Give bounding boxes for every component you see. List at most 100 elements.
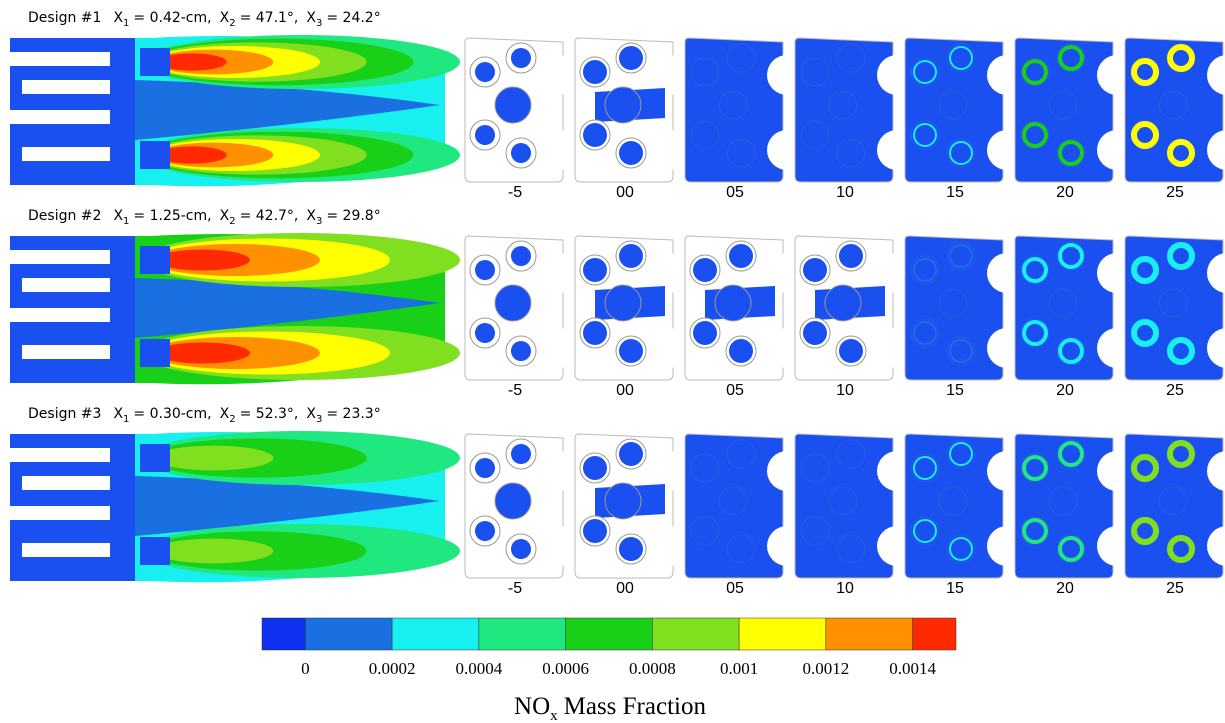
param-text: = 42.7°, (240, 208, 299, 224)
design-label: Design #3 (28, 406, 101, 422)
slice-section (795, 434, 893, 578)
jet-inlet (140, 339, 170, 367)
colorbar-tick-label: 0.0002 (369, 659, 416, 678)
param-sub: 3 (316, 414, 322, 425)
slice-label: 25 (1166, 382, 1184, 399)
param-name: X (113, 208, 123, 224)
param-text: = 47.1°, (240, 10, 299, 26)
center-injector (605, 87, 641, 123)
injector (475, 125, 495, 145)
center-injector (825, 285, 861, 321)
param-name: X (306, 208, 316, 224)
inlet-slot (22, 147, 110, 161)
injector (583, 321, 607, 345)
slice-label: 15 (946, 382, 964, 399)
injector (619, 244, 643, 268)
colorbar-segment (913, 618, 956, 650)
param-sub: 3 (316, 18, 322, 29)
title-name: NO (514, 693, 550, 720)
slice-label: -5 (508, 580, 522, 597)
colorbar-tick-label: 0.0012 (803, 659, 850, 678)
colorbar-tick-label: 0.0008 (629, 659, 676, 678)
title-text: Mass Fraction (564, 693, 707, 720)
slice-label: 20 (1056, 580, 1074, 597)
param-text: = 29.8° (326, 208, 380, 224)
slice-label: 25 (1166, 580, 1184, 597)
injector (693, 258, 717, 282)
inlet-slot (10, 110, 110, 124)
slice-label: 25 (1166, 184, 1184, 201)
colorbar-segment (262, 618, 305, 650)
figure: Design #1X1= 0.42-cm,X2= 47.1°,X3= 24.2°… (0, 0, 1225, 723)
colorbar-tick-label: 0.0014 (889, 659, 936, 678)
slice-label: 05 (726, 184, 744, 201)
slice-label: -5 (508, 184, 522, 201)
injector (619, 339, 643, 363)
inlet-slot (10, 448, 110, 462)
injector (803, 258, 827, 282)
param-sub: 1 (123, 414, 129, 425)
param-text: = 52.3°, (240, 406, 299, 422)
injector (729, 244, 753, 268)
param-name: X (306, 10, 316, 26)
jet-inlet (140, 537, 170, 565)
colorbar-segment (566, 618, 653, 650)
colorbar-segment (392, 618, 479, 650)
center-injector (495, 483, 531, 519)
slice-label: 10 (836, 580, 854, 597)
slice-label: 15 (946, 580, 964, 597)
slice-label: 20 (1056, 382, 1074, 399)
slice-label: 00 (616, 580, 634, 597)
param-sub: 2 (229, 18, 235, 29)
param-sub: 2 (229, 216, 235, 227)
slice-label: 10 (836, 184, 854, 201)
param-name: X (113, 406, 123, 422)
injector (511, 341, 531, 361)
slice-label: -5 (508, 382, 522, 399)
param-name: X (113, 10, 123, 26)
center-injector (605, 483, 641, 519)
design-heading: Design #2X1= 1.25-cm,X2= 42.7°,X3= 29.8° (28, 208, 381, 227)
injector (583, 519, 607, 543)
design-label: Design #1 (28, 10, 101, 26)
inlet-slot (22, 345, 110, 359)
param-sub: 1 (123, 18, 129, 29)
injector (511, 444, 531, 464)
inlet-slot (10, 308, 110, 322)
colorbar-segment (305, 618, 392, 650)
injector (583, 60, 607, 84)
param-name: X (220, 208, 230, 224)
inlet-slot (10, 250, 110, 264)
param-text: = 0.30-cm, (133, 406, 211, 422)
center-injector (715, 285, 751, 321)
colorbar-title: NOx Mass Fraction (514, 693, 706, 723)
inlet-slot (10, 506, 110, 520)
injector (693, 321, 717, 345)
injector (619, 442, 643, 466)
jet-inlet (140, 48, 170, 76)
param-name: X (220, 10, 230, 26)
param-text: = 0.42-cm, (133, 10, 211, 26)
colorbar-tick-label: 0.001 (720, 659, 758, 678)
plume-contour (153, 446, 273, 471)
design-row: Design #2X1= 1.25-cm,X2= 42.7°,X3= 29.8°… (10, 208, 1225, 399)
injector (511, 143, 531, 163)
title-sub: x (550, 708, 558, 723)
slice-label: 00 (616, 184, 634, 201)
param-text: = 1.25-cm, (133, 208, 211, 224)
injector (839, 244, 863, 268)
slice-label: 20 (1056, 184, 1074, 201)
design-heading: Design #1X1= 0.42-cm,X2= 47.1°,X3= 24.2° (28, 10, 381, 29)
injector (475, 458, 495, 478)
slice-section (685, 38, 783, 182)
param-sub: 3 (316, 216, 322, 227)
slice-section (795, 38, 893, 182)
colorbar-tick-label: 0.0004 (456, 659, 503, 678)
param-name: X (220, 406, 230, 422)
slice-section (685, 434, 783, 578)
colorbar-segment (652, 618, 739, 650)
injector (475, 260, 495, 280)
